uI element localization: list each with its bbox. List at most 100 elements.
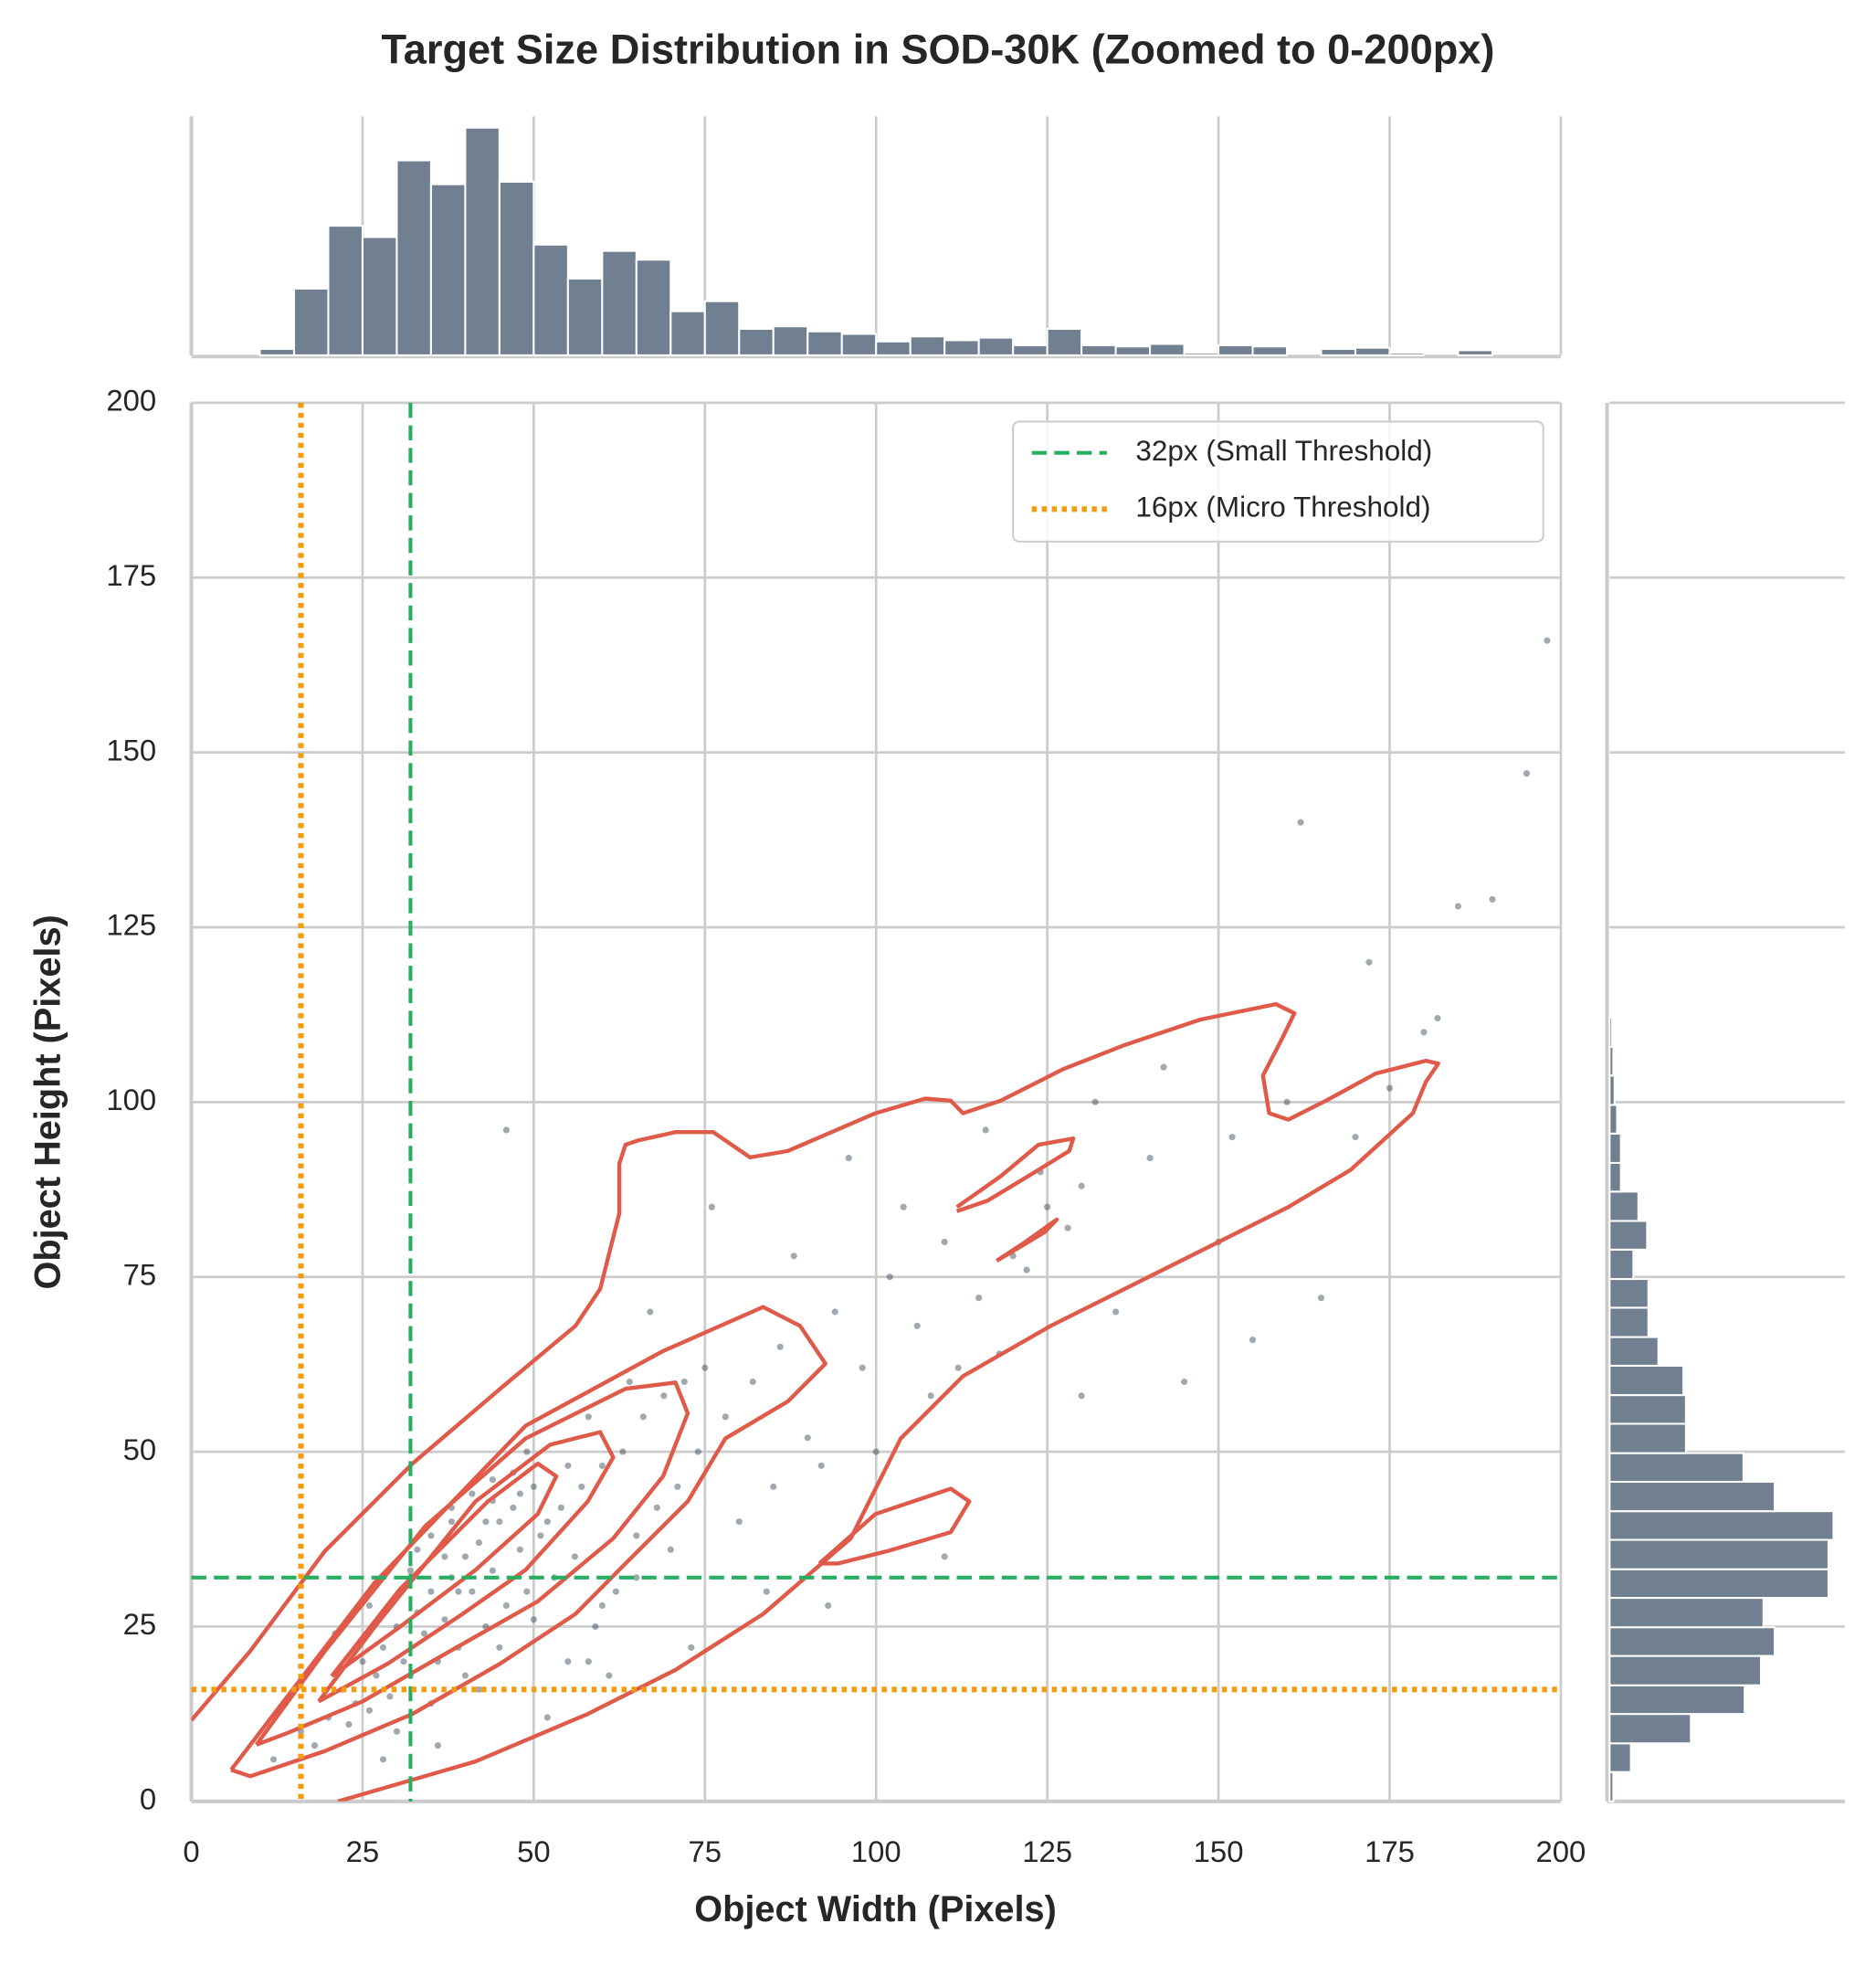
scatter-point: [900, 1203, 907, 1210]
histogram-bar: [258, 347, 296, 356]
scatter-point: [825, 1601, 832, 1610]
scatter-point: [455, 1588, 462, 1595]
scatter-point: [1146, 1155, 1154, 1162]
histogram-bar: [1183, 352, 1220, 356]
legend-label: 32px (Small Threshold): [1135, 434, 1432, 467]
scatter-point: [379, 1756, 386, 1763]
scatter-point: [516, 1546, 523, 1553]
scatter-point: [530, 1483, 537, 1490]
scatter-point: [1078, 1182, 1085, 1189]
y-axis-label: Object Height (Pixels): [27, 914, 68, 1289]
histogram-bar: [1080, 344, 1117, 356]
histogram-bar: [875, 340, 912, 356]
histogram-bar: [1608, 1190, 1639, 1222]
histogram-bar: [292, 287, 330, 356]
histogram-bar: [566, 277, 604, 356]
chart-title: Target Size Distribution in SOD-30K (Zoo…: [382, 26, 1495, 72]
scatter-point: [790, 1253, 797, 1260]
scatter-point: [530, 1616, 537, 1623]
scatter-point: [448, 1518, 455, 1526]
scatter-point: [776, 1343, 784, 1350]
scatter-point: [502, 1126, 510, 1134]
histogram-bar: [1608, 1510, 1835, 1541]
scatter-point: [482, 1518, 490, 1526]
scatter-point: [441, 1616, 448, 1623]
scatter-point: [1420, 1029, 1428, 1036]
histogram-bar: [1608, 1045, 1615, 1077]
scatter-point: [1078, 1392, 1085, 1400]
plot-area: [191, 637, 1551, 1802]
scatter-point: [359, 1658, 366, 1665]
scatter-point: [393, 1728, 400, 1735]
scatter-point: [461, 1672, 469, 1679]
scatter-point: [913, 1322, 921, 1329]
scatter-point: [469, 1588, 476, 1595]
histogram-bar: [909, 335, 946, 356]
scatter-point: [817, 1462, 825, 1469]
histogram-bar: [669, 310, 706, 356]
scatter-point: [674, 1483, 681, 1490]
histogram-bar: [464, 126, 501, 356]
scatter-point: [441, 1553, 448, 1560]
scatter-point: [373, 1672, 380, 1679]
scatter-point: [1283, 1098, 1291, 1105]
scatter-point: [763, 1588, 770, 1595]
scatter-point: [523, 1588, 531, 1595]
scatter-point: [1489, 895, 1496, 903]
scatter-point: [537, 1532, 544, 1539]
histogram-bar: [1608, 1074, 1616, 1106]
scatter-point: [619, 1448, 627, 1455]
scatter-point: [694, 1448, 701, 1455]
histogram-bar: [1608, 1104, 1618, 1135]
y-tick-label: 25: [123, 1607, 157, 1641]
histogram-bar: [1608, 1538, 1829, 1570]
histogram-bar: [1608, 1568, 1829, 1600]
scatter-point: [927, 1392, 934, 1400]
histogram-bar: [772, 325, 809, 356]
legend-label: 16px (Micro Threshold): [1135, 491, 1430, 523]
scatter-point: [1454, 903, 1462, 910]
scatter-point: [489, 1567, 496, 1574]
scatter-point: [475, 1539, 482, 1547]
histogram-bar: [738, 327, 775, 356]
scatter-point: [831, 1308, 838, 1316]
scatter-point: [804, 1434, 811, 1442]
scatter-point: [461, 1553, 469, 1560]
histogram-bar: [943, 339, 980, 356]
density-contour: [191, 1001, 1440, 1802]
scatter-point: [427, 1588, 435, 1595]
scatter-point: [311, 1742, 319, 1749]
scatter-point: [557, 1504, 564, 1511]
scatter-point: [1044, 1203, 1051, 1210]
scatter-point: [667, 1546, 674, 1553]
scatter-point: [1249, 1337, 1257, 1344]
histogram-bar: [429, 183, 467, 356]
x-tick-label: 175: [1365, 1834, 1415, 1868]
y-tick-label: 50: [123, 1432, 157, 1466]
scatter-point: [598, 1601, 606, 1610]
scatter-point: [598, 1462, 606, 1469]
scatter-point: [749, 1378, 756, 1386]
scatter-point: [496, 1644, 503, 1651]
scatter-point: [592, 1622, 599, 1630]
histogram-bar: [1608, 1770, 1615, 1802]
histogram-bar: [1608, 1220, 1649, 1251]
x-tick-label: 150: [1194, 1834, 1244, 1868]
scatter-point: [975, 1295, 983, 1302]
scatter-point: [1352, 1134, 1359, 1141]
scatter-point: [954, 1364, 962, 1371]
scatter-point: [941, 1553, 948, 1560]
scatter-point: [872, 1448, 880, 1455]
scatter-point: [770, 1483, 777, 1490]
scatter-point: [982, 1126, 989, 1134]
density-contour: [229, 1305, 827, 1779]
scatter-point: [414, 1546, 421, 1553]
scatter-point: [1386, 1084, 1394, 1092]
y-tick-label: 0: [140, 1781, 156, 1815]
histogram-bar: [1608, 1654, 1763, 1686]
y-tick-label: 150: [106, 733, 156, 766]
scatter-point: [859, 1364, 866, 1371]
histogram-bar: [395, 159, 432, 356]
scatter-point: [585, 1413, 592, 1421]
scatter-point: [269, 1756, 278, 1763]
